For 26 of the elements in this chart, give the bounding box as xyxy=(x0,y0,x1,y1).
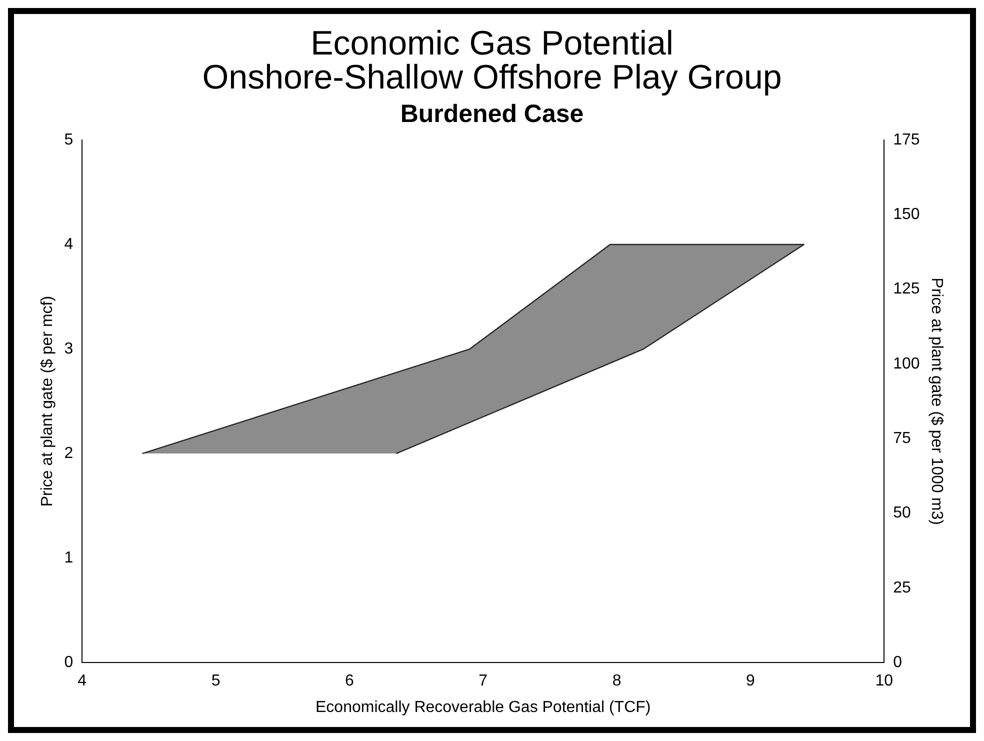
y-tick-label: 0 xyxy=(64,654,74,672)
x-tick-label: 9 xyxy=(746,672,755,690)
y2-tick-label: 75 xyxy=(893,430,912,448)
y-tick-label: 3 xyxy=(64,340,74,358)
y2-tick-label: 100 xyxy=(893,355,920,372)
y2-axis-title: Price at plant gate ($ per 1000 m3) xyxy=(928,278,945,525)
y2-tick-label: 25 xyxy=(893,579,912,596)
y2-tick-label: 0 xyxy=(893,654,902,672)
chart-subtitle: Burdened Case xyxy=(400,100,584,128)
y-tick-label: 2 xyxy=(64,444,74,462)
y-tick-label: 5 xyxy=(64,131,74,148)
x-tick-label: 4 xyxy=(78,672,87,690)
y2-tick-label: 175 xyxy=(893,131,920,148)
y2-tick-label: 150 xyxy=(893,206,920,224)
x-tick-label: 10 xyxy=(875,672,894,690)
x-tick-label: 5 xyxy=(211,672,220,690)
y-tick-label: 4 xyxy=(64,236,74,253)
y2-tick-label: 50 xyxy=(893,504,912,522)
y2-tick-label: 125 xyxy=(893,280,920,298)
x-tick-label: 8 xyxy=(612,672,622,690)
y-axis-title: Price at plant gate ($ per mcf) xyxy=(39,296,56,507)
y-tick-label: 1 xyxy=(64,549,74,566)
chart-title: Economic Gas Potential Onshore-Shallow Offshore Play Group xyxy=(202,24,782,96)
x-axis-title: Economically Recoverable Gas Potential (TCF) xyxy=(315,698,651,716)
x-tick-label: 7 xyxy=(478,672,488,690)
x-tick-label: 6 xyxy=(344,672,354,690)
